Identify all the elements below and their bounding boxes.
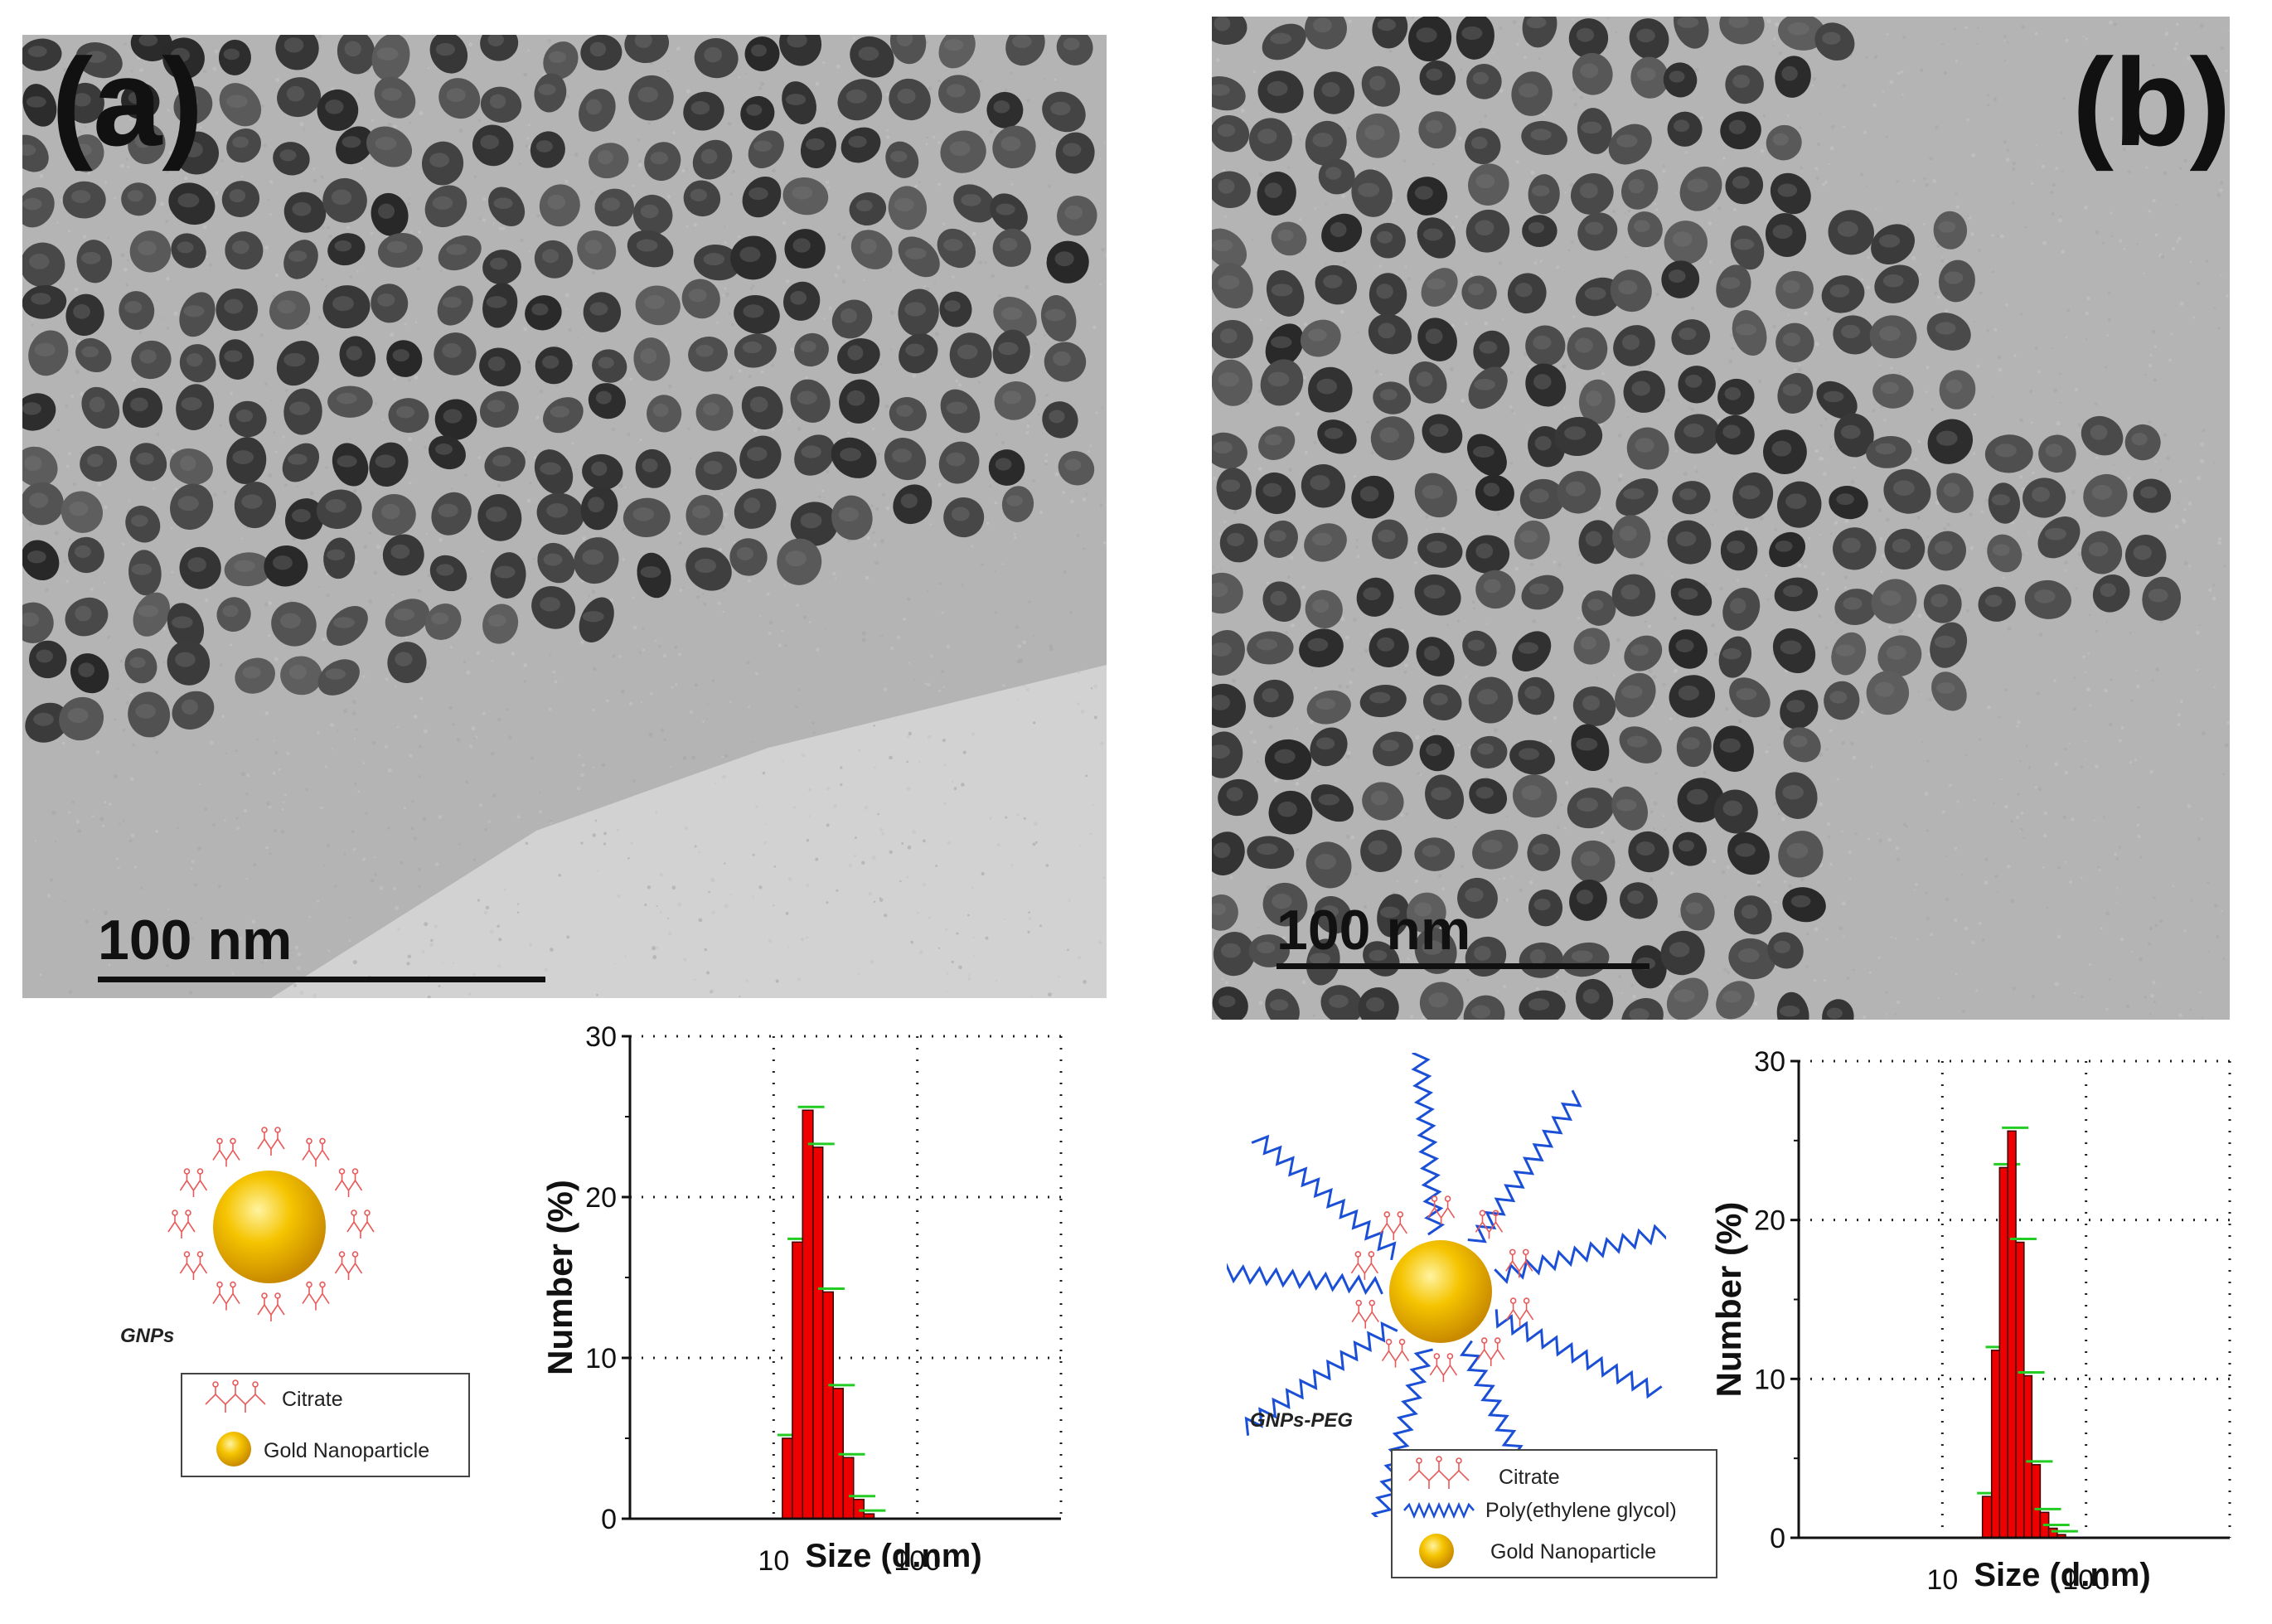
scale-bar-a [98, 977, 545, 982]
histogram-bar [842, 1457, 855, 1520]
y-tick-label: 20 [585, 1182, 617, 1214]
gold-nanoparticle-icon [1389, 1240, 1492, 1343]
gold-nanoparticle-icon [1419, 1534, 1454, 1568]
y-tick-label: 30 [1754, 1046, 1785, 1078]
panel-label-a: (a) [51, 32, 204, 172]
y-axis-label: Number (%) [1709, 1202, 1748, 1398]
legend-b-citrate: Citrate [1499, 1466, 1560, 1489]
histogram-bar [1981, 1496, 1993, 1539]
histogram-bar [782, 1437, 793, 1520]
y-tick-label: 10 [1754, 1364, 1785, 1395]
y-tick-label: 0 [1770, 1523, 1785, 1554]
histogram-bar [792, 1241, 803, 1520]
legend-b-peg: Poly(ethylene glycol) [1485, 1499, 1677, 1522]
x-tick-label: 10 [758, 1545, 789, 1577]
histogram-bar [2007, 1130, 2017, 1539]
y-axis-label: Number (%) [540, 1180, 579, 1375]
histogram-bar [821, 1291, 835, 1520]
x-axis-label: Size (d.nm) [805, 1538, 981, 1574]
histogram-bar [812, 1146, 824, 1520]
histogram-bar [2015, 1241, 2025, 1539]
schematic-label-gnps-peg: GNPs-PEG [1250, 1409, 1354, 1432]
tem-micrograph-a [22, 35, 1107, 998]
legend-a-citrate: Citrate [282, 1388, 343, 1411]
histogram-bar [2031, 1464, 2042, 1539]
legend-b: Citrate Poly(ethylene glycol) Gold Nanop… [1391, 1449, 1717, 1578]
scale-bar-b [1276, 963, 1650, 969]
tem-micrograph-b [1212, 17, 2230, 1020]
histogram-bar [2047, 1527, 2058, 1539]
tem-image-a [22, 35, 1107, 998]
legend-a-gold: Gold Nanoparticle [264, 1439, 430, 1462]
gold-nanoparticle-icon [216, 1432, 251, 1466]
gold-nanoparticle-icon [213, 1171, 326, 1283]
citrate-icon [205, 1379, 266, 1413]
tem-image-b [1212, 17, 2230, 1020]
y-tick-label: 0 [601, 1504, 617, 1535]
legend-b-gold: Gold Nanoparticle [1490, 1540, 1657, 1563]
y-tick-label: 10 [585, 1343, 617, 1374]
scale-bar-label-a: 100 nm [98, 909, 293, 972]
gnp-peg-schematic [1227, 1053, 1666, 1517]
citrate-icon [1408, 1456, 1470, 1489]
x-axis-label: Size (d.nm) [1974, 1557, 2150, 1593]
schematic-label-gnps: GNPs [120, 1325, 175, 1347]
y-tick-label: 20 [1754, 1205, 1785, 1237]
peg-wave-icon [1403, 1501, 1475, 1520]
y-tick-label: 30 [585, 1021, 617, 1053]
histogram-bar [1998, 1166, 2008, 1539]
panel-label-b: (b) [2072, 32, 2231, 172]
legend-a: Citrate Gold Nanoparticle [181, 1373, 470, 1477]
scale-bar-label-b: 100 nm [1276, 899, 1471, 962]
histogram-bar [2023, 1374, 2033, 1539]
histogram-bar [802, 1109, 814, 1520]
x-tick-label: 100 [894, 1545, 941, 1577]
x-tick-label: 100 [2062, 1564, 2110, 1596]
gnp-schematic [167, 1127, 375, 1321]
histogram-bar [1990, 1350, 2001, 1539]
histogram-bar [853, 1498, 865, 1520]
x-tick-label: 10 [1926, 1564, 1958, 1596]
